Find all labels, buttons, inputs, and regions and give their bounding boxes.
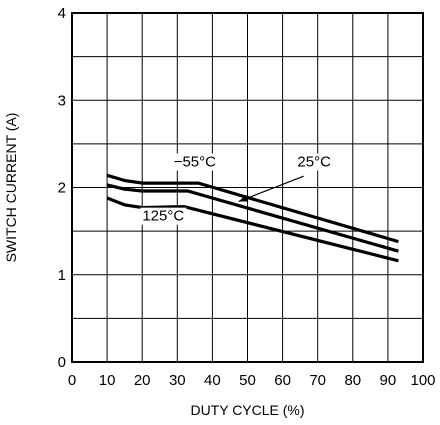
y-tick-label: 4	[58, 5, 66, 22]
x-axis-label: DUTY CYCLE (%)	[190, 402, 304, 418]
annotation-backdrop	[171, 153, 219, 171]
y-tick-label: 0	[58, 354, 66, 371]
x-tick-label: 30	[169, 372, 186, 389]
annotations: −55°C 25°C 125°C	[140, 153, 334, 225]
y-tick-label: 1	[58, 267, 66, 284]
y-axis-label: SWITCH CURRENT (A)	[3, 113, 19, 263]
y-tick-label: 3	[58, 92, 66, 109]
x-tick-label: 100	[410, 372, 435, 389]
plot-frame	[71, 12, 424, 363]
x-tick-label: 10	[99, 372, 116, 389]
annotation-label-1: 25°C	[297, 154, 331, 171]
x-tick-label: 60	[274, 372, 291, 389]
series-line-0	[106, 173, 399, 244]
x-tick-label: 0	[68, 372, 76, 389]
x-tick-label: 90	[380, 372, 397, 389]
x-tick-label: 80	[344, 372, 361, 389]
x-tick-label: 20	[134, 372, 151, 389]
x-tick-label: 40	[204, 372, 221, 389]
annotation-arrow-25c	[238, 175, 304, 203]
annotation-label-2: 125°C	[142, 208, 184, 225]
y-tick-labels: 0 1 2 3 4	[58, 5, 66, 371]
series-line-1	[106, 183, 399, 253]
x-tick-label: 70	[309, 372, 326, 389]
series-line-2	[106, 196, 399, 263]
annotation-label-0: −55°C	[174, 154, 216, 171]
series-group	[106, 173, 399, 263]
grid	[72, 13, 423, 362]
x-tick-labels: 0 10 20 30 40 50 60 70 80 90 100	[68, 372, 436, 389]
x-tick-label: 50	[239, 372, 256, 389]
annotation-arrowhead-25c	[238, 194, 249, 202]
annotation-backdrop	[140, 207, 187, 225]
y-tick-label: 2	[58, 180, 66, 197]
annotation-backdrop	[295, 153, 334, 171]
